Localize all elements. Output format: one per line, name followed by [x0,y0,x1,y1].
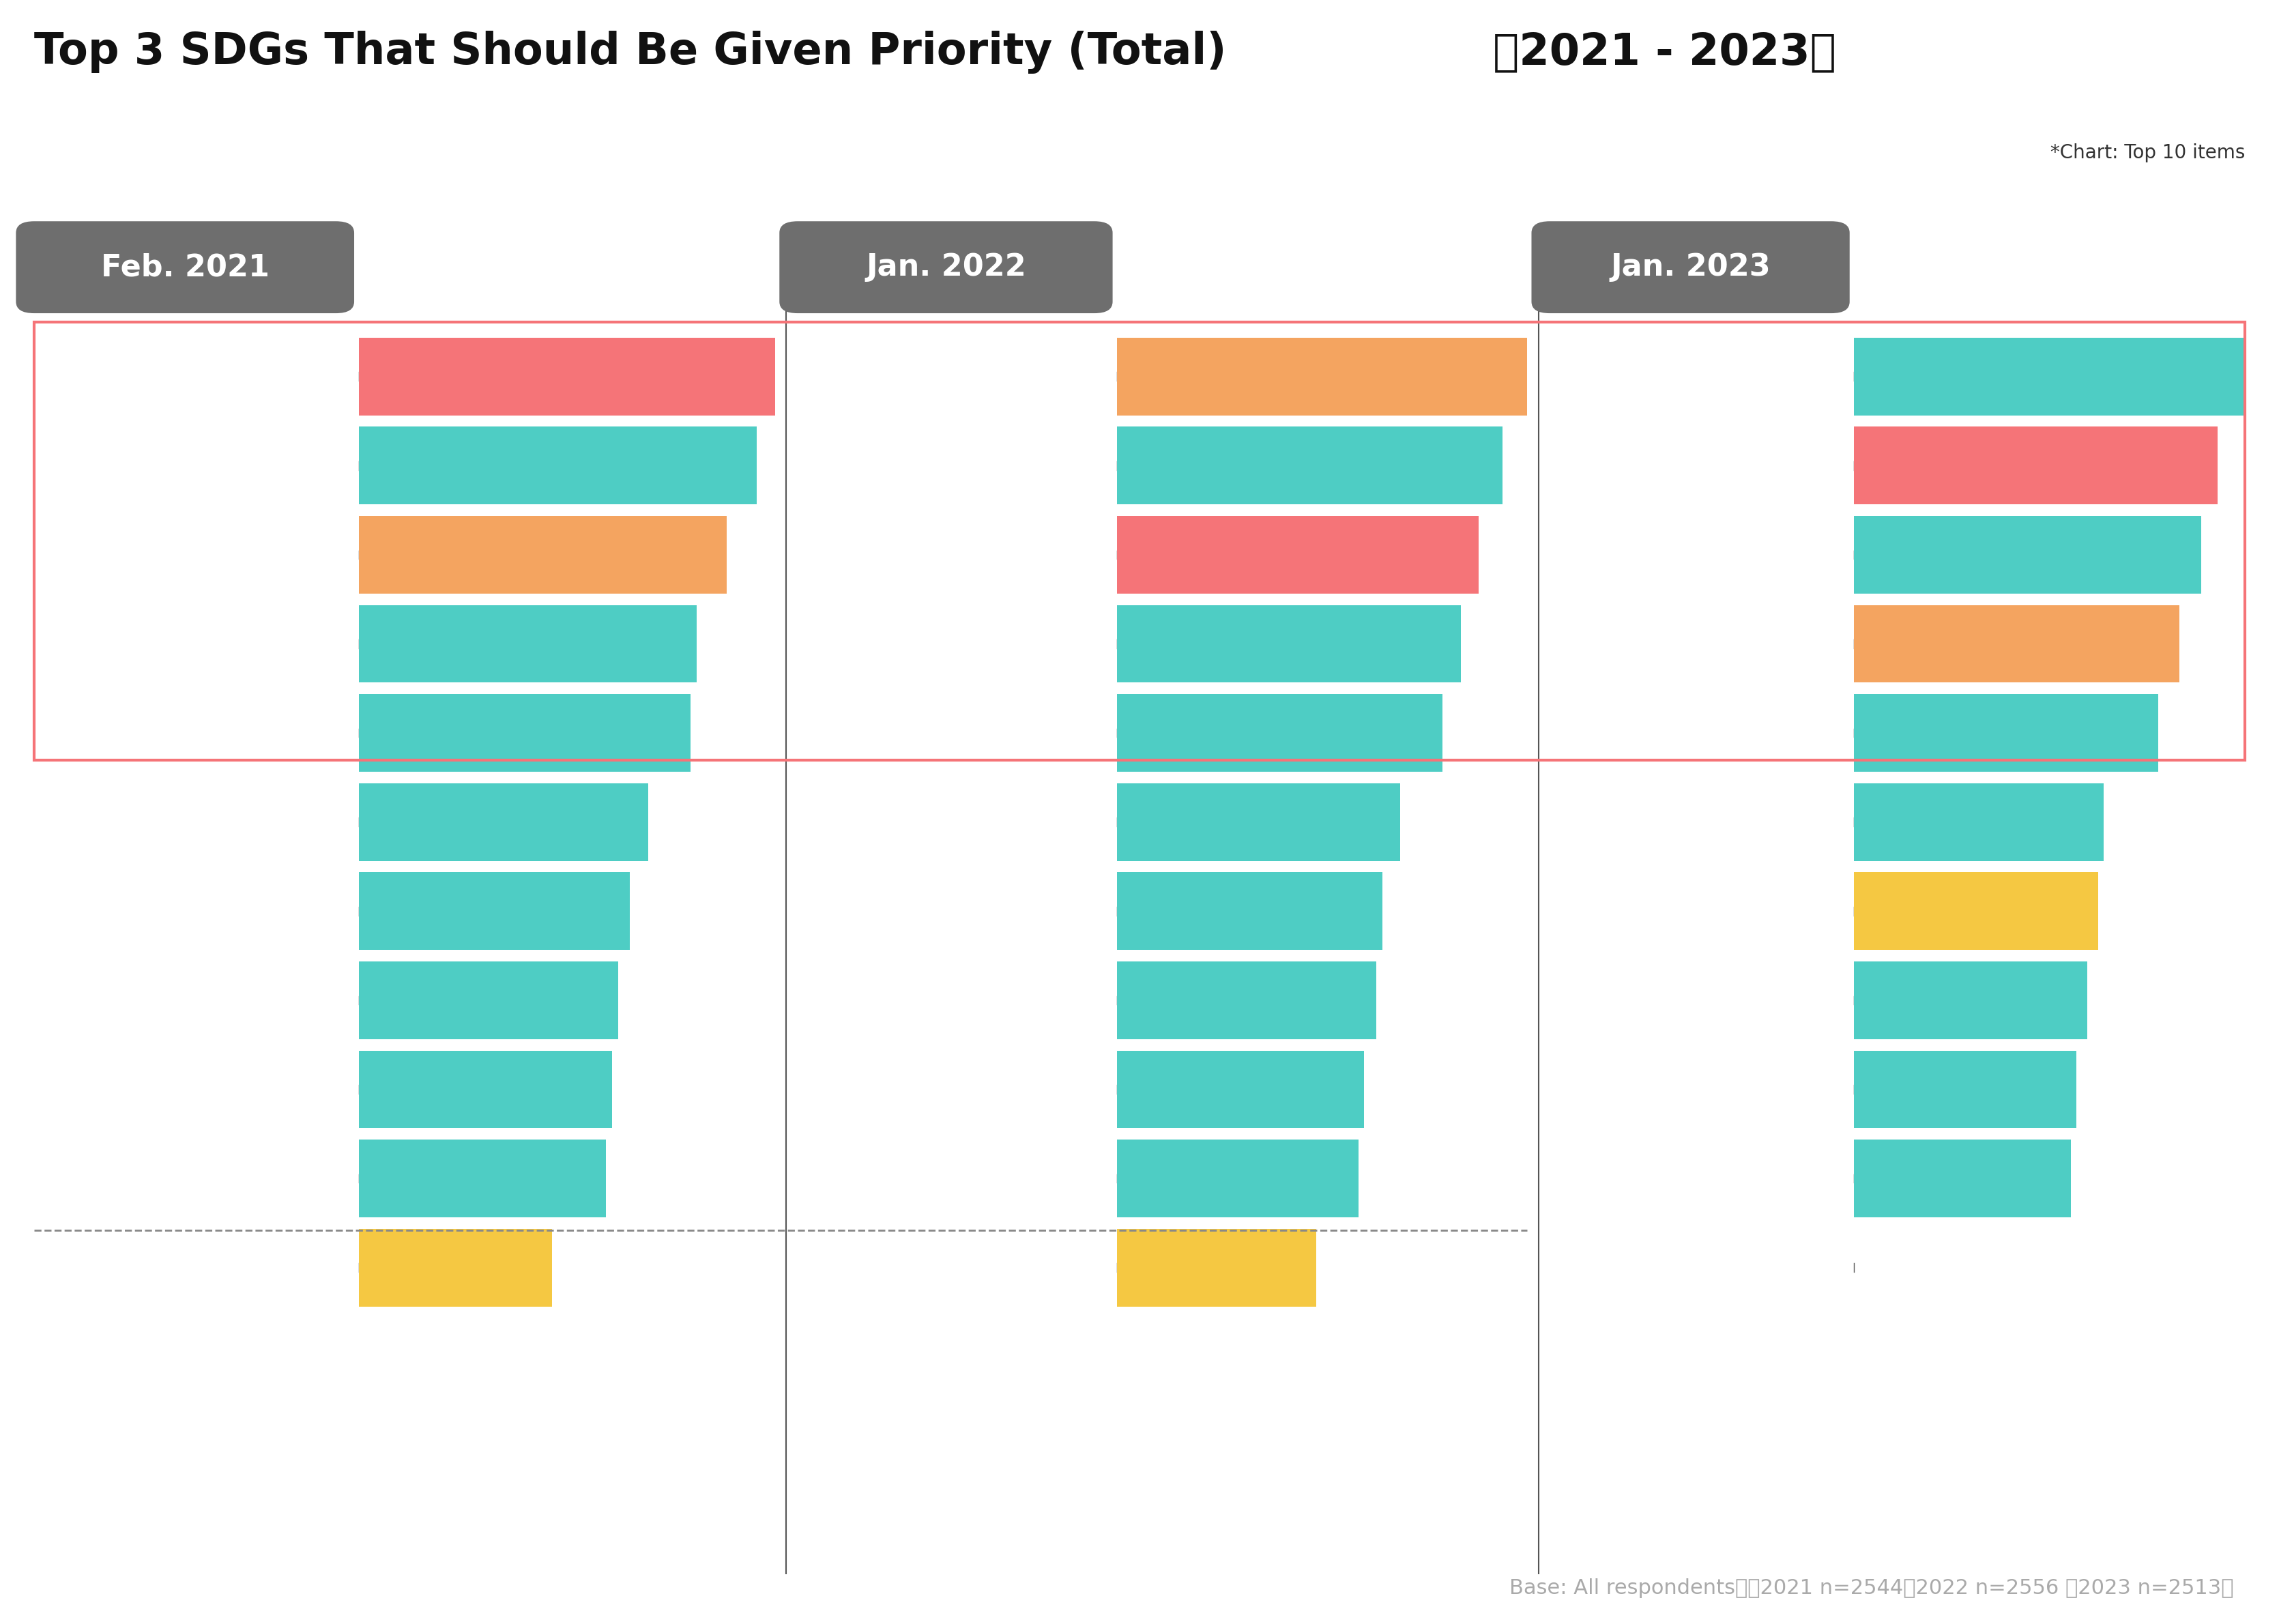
FancyBboxPatch shape [1117,1051,1365,1129]
FancyBboxPatch shape [1117,427,1502,505]
FancyBboxPatch shape [1855,872,2099,950]
FancyBboxPatch shape [1117,693,1443,771]
FancyBboxPatch shape [1117,872,1383,950]
FancyBboxPatch shape [358,1051,613,1129]
FancyBboxPatch shape [1117,961,1377,1039]
FancyBboxPatch shape [1855,606,2179,682]
FancyBboxPatch shape [358,872,629,950]
FancyBboxPatch shape [1855,693,2158,771]
FancyBboxPatch shape [358,606,697,682]
FancyBboxPatch shape [779,221,1112,313]
FancyBboxPatch shape [1117,516,1479,593]
FancyBboxPatch shape [1855,338,2245,416]
Text: *Chart: Top 10 items: *Chart: Top 10 items [2051,143,2245,162]
FancyBboxPatch shape [1855,1051,2076,1129]
FancyBboxPatch shape [358,338,775,416]
FancyBboxPatch shape [358,516,727,593]
FancyBboxPatch shape [358,961,618,1039]
FancyBboxPatch shape [1531,221,1851,313]
FancyBboxPatch shape [358,693,691,771]
Text: Jan. 2022: Jan. 2022 [866,253,1026,283]
FancyBboxPatch shape [1117,338,1527,416]
Text: Top 3 SDGs That Should Be Given Priority (Total): Top 3 SDGs That Should Be Given Priority… [34,31,1226,73]
FancyBboxPatch shape [1117,783,1399,861]
FancyBboxPatch shape [1855,427,2217,505]
FancyBboxPatch shape [1855,961,2088,1039]
FancyBboxPatch shape [1117,1229,1315,1306]
FancyBboxPatch shape [358,1229,552,1306]
FancyBboxPatch shape [1855,516,2202,593]
Text: （2021 - 2023）: （2021 - 2023） [1493,31,1837,73]
Text: Feb. 2021: Feb. 2021 [100,253,269,283]
FancyBboxPatch shape [1855,1140,2072,1218]
FancyBboxPatch shape [358,1140,606,1218]
FancyBboxPatch shape [1117,1140,1358,1218]
FancyBboxPatch shape [358,783,647,861]
FancyBboxPatch shape [358,427,757,505]
Text: Jan. 2023: Jan. 2023 [1611,253,1771,283]
FancyBboxPatch shape [1855,783,2104,861]
FancyBboxPatch shape [16,221,353,313]
FancyBboxPatch shape [1117,606,1461,682]
Text: Base: All respondents　ﾈ2021 n=2544／2022 n=2556 ／2023 n=2513）: Base: All respondents ﾈ2021 n=2544／2022 … [1509,1579,2233,1598]
